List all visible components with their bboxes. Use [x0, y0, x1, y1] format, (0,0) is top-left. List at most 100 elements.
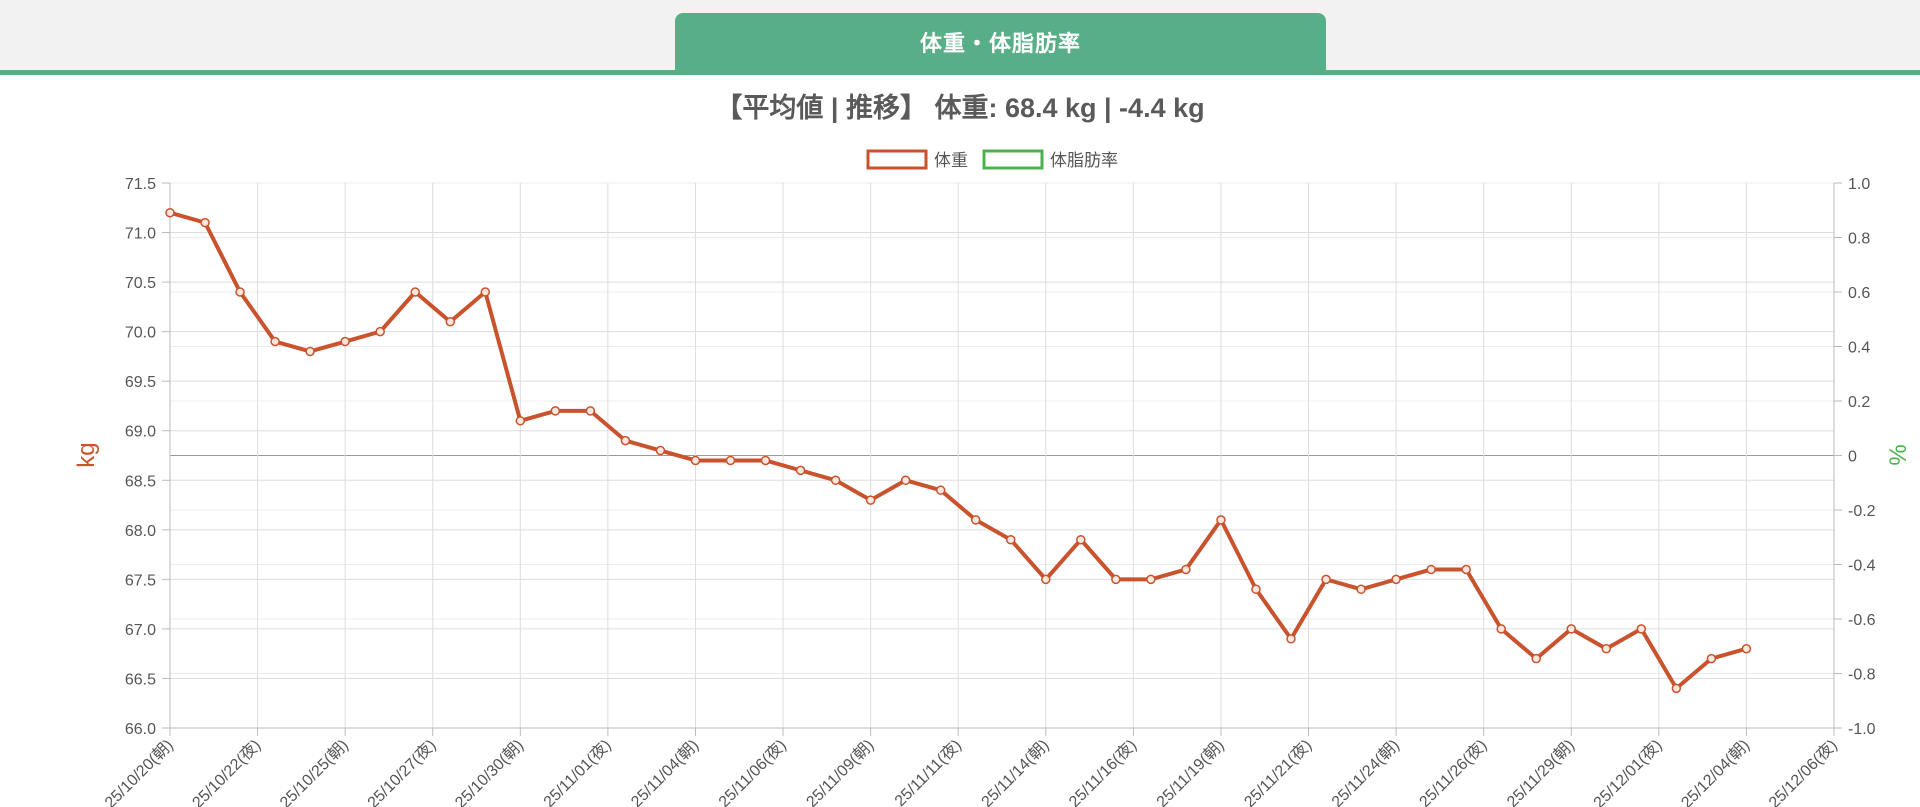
y-left-tick-label: 71.0 — [125, 226, 156, 243]
weight-point — [550, 406, 561, 416]
weight-point — [1321, 574, 1331, 585]
x-tick-label: 25/12/06(夜) — [1765, 736, 1841, 807]
y-left-tick-label: 68.5 — [125, 473, 156, 490]
weight-point — [1741, 643, 1752, 654]
x-tick-label: 25/11/19(朝) — [1153, 736, 1228, 807]
y-left-tick-label: 68.0 — [125, 523, 156, 540]
weight-point — [1496, 624, 1506, 634]
x-tick-label: 25/10/22(夜) — [189, 736, 265, 807]
weight-point — [795, 465, 806, 476]
legend: 体重 体脂肪率 — [866, 149, 1118, 170]
x-tick-label: 25/11/21(夜) — [1241, 736, 1316, 807]
left-axis-ticks: 71.5 71.0 70.5 70.0 69.5 69.0 68.5 68.0 67.5 67.0… — [125, 176, 156, 738]
y-right-tick-label: -0.8 — [1848, 667, 1876, 684]
weight-point — [970, 515, 981, 525]
weight-point — [410, 287, 420, 297]
x-tick-label: 25/11/09(朝) — [803, 736, 878, 807]
weight-point — [1146, 574, 1156, 585]
weight-point — [900, 475, 911, 486]
weight-point — [270, 336, 280, 347]
weight-line — [169, 210, 1747, 691]
weight-point — [445, 316, 456, 327]
y-right-tick-label: 0.8 — [1848, 231, 1870, 248]
weight-point — [655, 445, 666, 456]
y-left-tick-label: 71.5 — [125, 176, 156, 193]
series-layer — [165, 207, 1752, 694]
weight-point — [1041, 574, 1051, 585]
x-tick-label: 25/12/01(夜) — [1590, 736, 1666, 807]
y-right-tick-label: -1.0 — [1848, 721, 1876, 738]
y-right-tick-label: 0.6 — [1848, 285, 1870, 302]
y-left-tick-label: 70.5 — [125, 275, 156, 292]
y-right-tick-label: 1.0 — [1848, 176, 1870, 193]
x-tick-label: 25/10/27(夜) — [364, 736, 440, 807]
legend-swatch-weight — [866, 149, 928, 170]
y-right-tick-label: -0.6 — [1848, 612, 1876, 629]
x-tick-label: 25/11/06(夜) — [715, 736, 790, 807]
weight-point — [235, 287, 245, 297]
weight-point — [340, 336, 350, 347]
weight-point — [725, 455, 736, 466]
weight-point — [1601, 643, 1612, 654]
weight-point — [935, 485, 946, 495]
weight-point — [1531, 653, 1541, 664]
y-axis-right-label: % — [1885, 444, 1912, 465]
x-tick-label: 25/11/26(夜) — [1416, 736, 1491, 807]
y-axis-left-label: kg — [73, 442, 100, 467]
weight-point — [515, 416, 526, 426]
weight-point — [1706, 653, 1717, 664]
weight-point — [620, 435, 631, 446]
weight-point — [1006, 534, 1016, 545]
x-tick-label: 25/12/04(朝) — [1678, 736, 1754, 807]
weight-point — [1391, 574, 1401, 585]
x-tick-label: 25/11/16(夜) — [1065, 736, 1140, 807]
weight-point — [1636, 624, 1647, 634]
x-tick-label: 25/11/11(夜) — [891, 736, 965, 807]
weight-point — [830, 475, 841, 486]
x-tick-label: 25/11/14(朝) — [978, 736, 1053, 807]
y-left-tick-label: 69.5 — [125, 374, 156, 391]
y-right-tick-label: 0 — [1848, 449, 1857, 466]
x-tick-label: 25/10/30(朝) — [452, 736, 528, 807]
weight-point — [200, 217, 210, 228]
legend-swatch-body-fat — [982, 149, 1044, 170]
y-left-tick-label: 67.5 — [125, 572, 156, 589]
weight-point — [1356, 584, 1366, 595]
right-axis-ticks: 1.0 0.8 0.6 0.4 0.2 0 -0.2 -0.4 -0.6 -0.8 -1.0 — [1848, 176, 1876, 738]
weight-point — [585, 406, 596, 416]
weight-point — [305, 346, 315, 357]
tab-weight-body-fat[interactable]: 体重・体脂肪率 — [675, 13, 1326, 71]
y-left-tick-label: 69.0 — [125, 424, 156, 441]
y-left-tick-label: 66.0 — [125, 721, 156, 738]
y-right-tick-label: -0.4 — [1848, 558, 1876, 575]
y-right-tick-label: -0.2 — [1848, 503, 1876, 520]
weight-point — [1426, 564, 1436, 575]
x-tick-label: 25/11/24(朝) — [1328, 736, 1403, 807]
weight-point — [480, 287, 491, 297]
legend-label-weight: 体重 — [934, 151, 968, 170]
legend-label-body-fat: 体脂肪率 — [1050, 151, 1118, 170]
y-left-tick-label: 66.5 — [125, 671, 156, 688]
y-left-tick-label: 67.0 — [125, 622, 156, 639]
x-tick-label: 25/10/20(朝) — [101, 736, 177, 807]
x-tick-label: 25/11/01(夜) — [540, 736, 615, 807]
weight-point — [1671, 683, 1682, 694]
weight-point — [1216, 515, 1226, 525]
weight-point — [760, 455, 771, 466]
x-axis-ticks: 25/10/20(朝) 25/10/22(夜) 25/10/25(朝) 25/10/2… — [101, 736, 1841, 807]
y-right-tick-label: 0.4 — [1848, 340, 1870, 357]
weight-point — [1111, 574, 1121, 585]
weight-point — [1566, 624, 1577, 634]
y-left-tick-label: 70.0 — [125, 325, 156, 342]
x-tick-label: 25/11/04(朝) — [628, 736, 703, 807]
weight-point — [1251, 584, 1261, 595]
weight-point — [1076, 534, 1086, 545]
weight-point — [865, 495, 876, 505]
weight-point — [1181, 564, 1191, 575]
x-tick-label: 25/10/25(朝) — [276, 736, 352, 807]
weight-point — [375, 326, 385, 337]
weight-point — [690, 455, 701, 466]
x-tick-label: 25/11/29(朝) — [1503, 736, 1578, 807]
weight-point — [1286, 634, 1296, 644]
